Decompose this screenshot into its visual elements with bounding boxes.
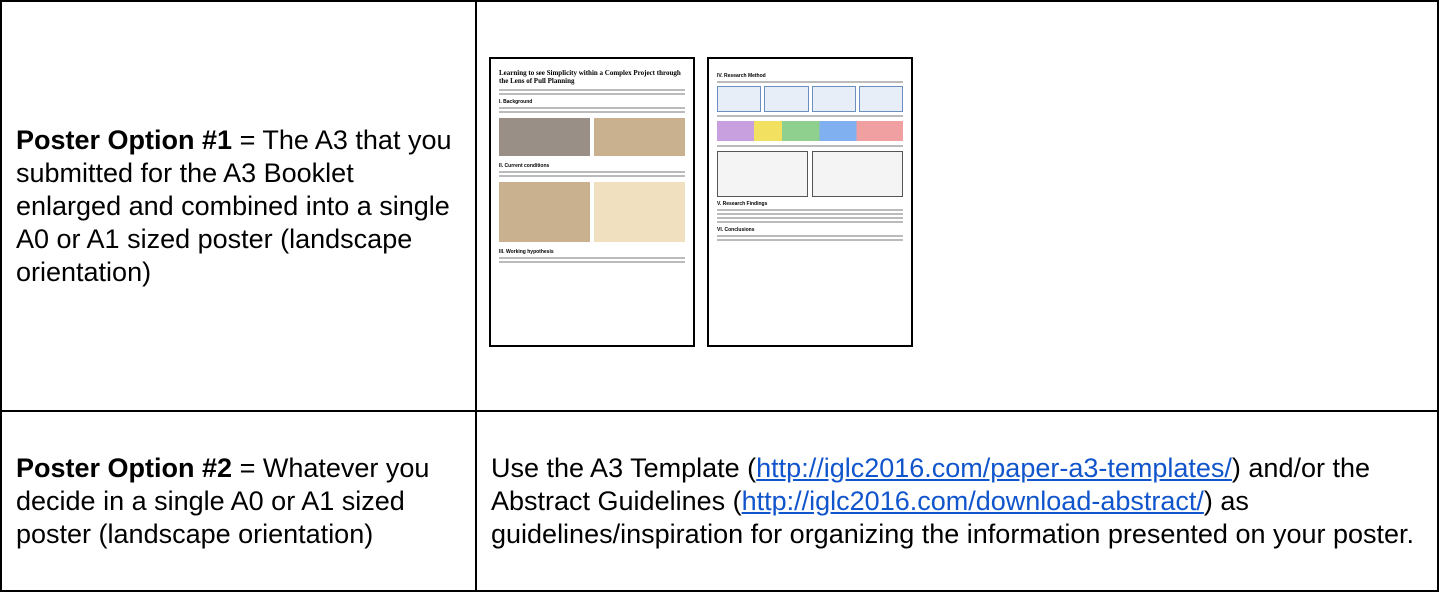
link[interactable]: http://iglc2016.com/paper-a3-templates/ — [756, 452, 1232, 483]
poster-heading: IV. Research Method — [717, 73, 766, 79]
link[interactable]: http://iglc2016.com/download-abstract/ — [741, 485, 1204, 516]
instructions-cell: Use the A3 Template (http://iglc2016.com… — [475, 410, 1439, 592]
poster-heading: I. Background — [499, 99, 533, 105]
poster-heading: V. Research Findings — [717, 201, 768, 207]
text: Use the A3 Template ( — [491, 452, 757, 483]
option-cell: Poster Option #2 = Whatever you decide i… — [0, 410, 477, 592]
text: ) as guidelines/inspiration for organizi… — [491, 485, 1415, 549]
poster-heading: VI. Conclusions — [717, 227, 755, 233]
poster-cell: Learning to see Simplicity within a Comp… — [475, 0, 1439, 412]
poster-heading: III. Working hypothesis — [499, 249, 554, 255]
poster-previews: Learning to see Simplicity within a Comp… — [489, 57, 1425, 347]
option-label: Poster Option #1 — [16, 124, 233, 155]
poster-page: Learning to see Simplicity within a Comp… — [489, 57, 695, 347]
option-cell: Poster Option #1 = The A3 that you submi… — [0, 0, 477, 412]
option-text: = The A3 that you submitted for the A3 B… — [16, 124, 452, 287]
poster-heading: II. Current conditions — [499, 163, 550, 169]
text: ) and/or the Abstract Guidelines ( — [491, 452, 1371, 516]
option-text: = Whatever you decide in a single A0 or … — [16, 452, 430, 549]
option-label: Poster Option #2 — [16, 452, 233, 483]
poster-title: Learning to see Simplicity within a Comp… — [499, 69, 681, 85]
poster-page: IV. Research Method V. Research Findings… — [707, 57, 913, 347]
